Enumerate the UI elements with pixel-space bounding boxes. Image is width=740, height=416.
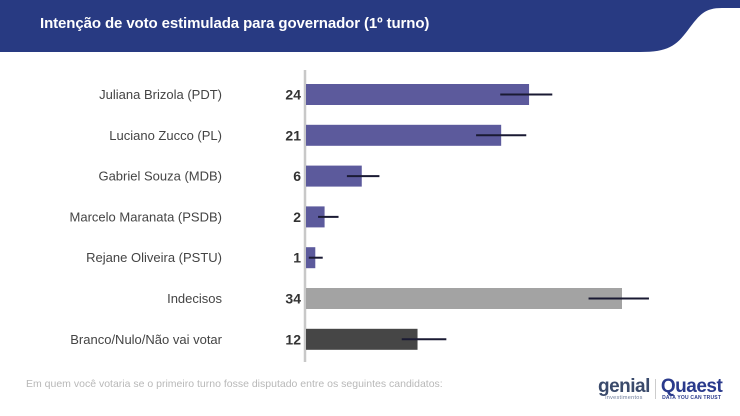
quaest-logo-subtitle: DATA YOU CAN TRUST — [662, 394, 722, 401]
category-label-rejane-oliveira-pstu: Rejane Oliveira (PSTU) — [86, 250, 222, 265]
category-label-marcelo-maranata-psdb: Marcelo Maranata (PSDB) — [70, 209, 222, 224]
category-label-luciano-zucco-pl: Luciano Zucco (PL) — [109, 128, 222, 143]
category-label-juliana-brizola-pdt: Juliana Brizola (PDT) — [99, 87, 222, 102]
value-label-branco-nulo-nao-vai-votar: 12 — [285, 331, 301, 347]
category-label-gabriel-souza-mdb: Gabriel Souza (MDB) — [98, 169, 222, 184]
bar-juliana-brizola-pdt — [306, 84, 530, 105]
bar-branco-nulo-nao-vai-votar — [306, 328, 418, 350]
value-label-rejane-oliveira-pstu: 1 — [293, 250, 301, 266]
chart-title: Intenção de voto estimulada para governa… — [40, 15, 430, 32]
value-label-gabriel-souza-mdb: 6 — [293, 168, 301, 184]
bar-luciano-zucco-pl — [306, 124, 502, 146]
bar-gabriel-souza-mdb — [306, 165, 362, 187]
footer-question-note: Em quem você votaria se o primeiro turno… — [26, 378, 443, 390]
genial-logo: genial investimentos — [598, 375, 650, 401]
bar-indecisos — [306, 288, 622, 309]
header-banner: Intenção de voto estimulada para governa… — [0, 0, 740, 52]
value-label-juliana-brizola-pdt: 24 — [285, 87, 301, 103]
logos: genial investimentos Quaest DATA YOU CAN… — [598, 375, 723, 402]
quaest-logo: Quaest DATA YOU CAN TRUST — [660, 375, 723, 401]
category-label-indecisos: Indecisos — [167, 291, 222, 306]
quaest-logo-word: Quaest — [660, 375, 723, 397]
bar-chart: Juliana Brizola (PDT) 24 Luciano Zucco (PL… — [70, 70, 649, 362]
genial-logo-subtitle: investimentos — [605, 394, 643, 401]
logo-divider — [654, 379, 656, 399]
category-label-branco-nulo-nao-vai-votar: Branco/Nulo/Não vai votar — [70, 332, 222, 347]
header-banner-shape — [0, 0, 740, 52]
genial-logo-word: genial — [598, 375, 650, 397]
value-label-indecisos: 34 — [285, 291, 301, 307]
bar-marcelo-maranata-psdb — [306, 206, 325, 228]
value-label-marcelo-maranata-psdb: 2 — [293, 209, 301, 225]
value-label-luciano-zucco-pl: 21 — [285, 127, 301, 143]
